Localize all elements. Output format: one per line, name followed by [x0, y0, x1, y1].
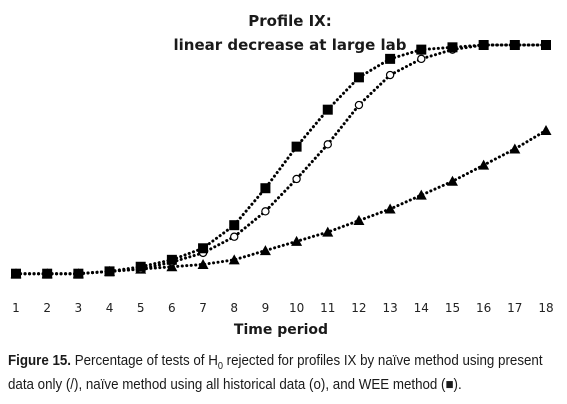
series-circle-open: [11, 40, 551, 278]
x-axis-label: Time period: [234, 322, 328, 338]
series-line-square: [14, 43, 548, 276]
data-point-square: [73, 268, 84, 279]
data-point-triangle: [228, 254, 240, 265]
series-triangle: [10, 124, 552, 279]
data-point-square: [322, 104, 333, 115]
x-tick-label: 16: [476, 301, 491, 315]
series-line-circle-open: [14, 43, 548, 276]
x-tick-label: 5: [137, 301, 145, 315]
data-point-circle-open: [230, 232, 239, 241]
x-tick-label: 15: [445, 301, 460, 315]
data-point-square: [11, 268, 21, 279]
series-layer: [10, 40, 552, 279]
x-tick-label: 7: [199, 301, 207, 315]
caption-subscript: 0: [217, 360, 223, 372]
data-point-square: [42, 268, 53, 279]
x-axis-ticks: 1 2 3 4 5 6 7 8 9 10 11 12 13 14 15 16 17 18: [12, 301, 553, 315]
data-point-square: [353, 72, 364, 83]
data-point-square: [509, 40, 520, 50]
data-point-square: [198, 243, 209, 254]
caption-text-1: Percentage of tests of H: [71, 353, 218, 369]
data-point-circle-open: [323, 140, 332, 149]
data-point-square: [447, 42, 458, 53]
chart-subtitle: linear decrease at large lab: [173, 36, 406, 54]
data-point-triangle: [353, 215, 365, 226]
x-tick-label: 8: [230, 301, 238, 315]
data-point-square: [166, 254, 177, 265]
data-point-circle-open: [261, 207, 270, 216]
x-tick-label: 18: [538, 301, 553, 315]
data-point-square: [260, 183, 271, 194]
data-point-circle-open: [385, 70, 395, 80]
figure-caption: Figure 15. Percentage of tests of H0 rej…: [8, 352, 560, 395]
data-point-square: [291, 141, 302, 152]
x-tick-label: 17: [507, 301, 522, 315]
x-tick-label: 1: [12, 301, 20, 315]
x-tick-label: 9: [262, 301, 270, 315]
data-point-triangle: [415, 189, 427, 200]
data-point-triangle: [259, 245, 271, 256]
data-point-circle-open: [417, 54, 426, 64]
x-tick-label: 14: [414, 301, 429, 315]
data-point-circle-open: [354, 100, 364, 110]
x-tick-label: 4: [106, 301, 114, 315]
x-tick-label: 3: [75, 301, 83, 315]
data-point-square: [478, 40, 489, 50]
x-tick-label: 11: [320, 301, 335, 315]
data-point-square: [104, 266, 115, 277]
x-tick-label: 10: [289, 301, 304, 315]
data-point-triangle: [478, 159, 490, 170]
data-point-triangle: [446, 175, 458, 186]
data-point-triangle: [384, 203, 396, 214]
data-point-triangle: [509, 143, 521, 154]
caption-label: Figure 15.: [8, 353, 72, 369]
data-point-square: [385, 53, 396, 64]
x-tick-label: 2: [43, 301, 51, 315]
data-point-triangle: [197, 258, 209, 269]
x-tick-label: 12: [351, 301, 366, 315]
x-tick-label: 6: [168, 301, 176, 315]
x-tick-label: 13: [382, 301, 397, 315]
data-point-square: [416, 44, 427, 55]
data-point-triangle: [322, 226, 334, 237]
data-point-triangle: [540, 124, 552, 135]
data-point-square: [135, 261, 146, 272]
data-point-triangle: [291, 235, 303, 246]
data-point-square: [229, 220, 240, 231]
caption-text-2: rejected for profiles IX by naïve method…: [8, 353, 543, 393]
series-line-triangle: [14, 128, 548, 276]
data-point-circle-open: [292, 174, 301, 184]
data-point-square: [541, 40, 551, 50]
series-square: [11, 40, 551, 279]
chart: Profile IX: linear decrease at large lab…: [10, 12, 554, 338]
chart-title: Profile IX:: [248, 12, 332, 30]
